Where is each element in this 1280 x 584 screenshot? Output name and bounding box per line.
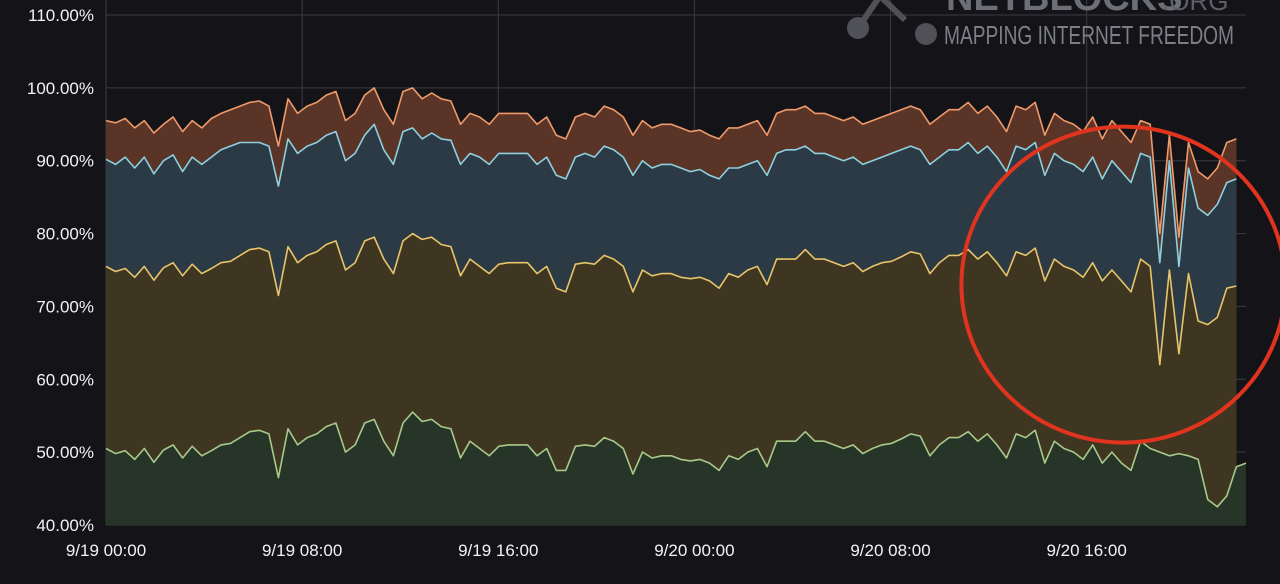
x-tick-label: 9/20 00:00 bbox=[654, 541, 734, 560]
x-tick-label: 9/19 16:00 bbox=[458, 541, 538, 560]
x-tick-label: 9/20 16:00 bbox=[1046, 541, 1126, 560]
y-tick-label: 80.00% bbox=[36, 225, 94, 244]
y-tick-label: 50.00% bbox=[36, 443, 94, 462]
watermark-suffix: .ORG bbox=[1162, 0, 1228, 16]
watermark-tagline: MAPPING INTERNET FREEDOM bbox=[944, 20, 1234, 50]
x-tick-label: 9/19 08:00 bbox=[262, 541, 342, 560]
y-tick-label: 110.00% bbox=[28, 6, 94, 25]
y-tick-label: 100.00% bbox=[27, 79, 94, 98]
y-tick-label: 70.00% bbox=[36, 297, 94, 316]
y-axis-ticks: 110.00% 100.00% 90.00% 80.00% 70.00% 60.00% 50… bbox=[27, 6, 94, 535]
series-2-line bbox=[105, 123, 1237, 268]
netblocks-logo-icon bbox=[847, 0, 937, 45]
annotation-circle bbox=[959, 124, 1280, 445]
watermark-name: NETBLOCKS bbox=[946, 0, 1182, 19]
y-tick-label: 40.00% bbox=[36, 516, 94, 535]
series-0-line bbox=[105, 411, 1247, 508]
watermark-logo: NETBLOCKS .ORG MAPPING INTERNET FREEDOM bbox=[847, 0, 1234, 50]
x-tick-label: 9/20 08:00 bbox=[850, 541, 930, 560]
x-tick-label: 9/19 00:00 bbox=[66, 541, 146, 560]
y-tick-label: 90.00% bbox=[36, 152, 94, 171]
x-axis-ticks: 9/19 00:00 9/19 08:00 9/19 16:00 9/20 00:00… bbox=[66, 541, 1127, 560]
series-1-line bbox=[105, 232, 1237, 366]
series-3-line bbox=[105, 87, 1237, 238]
series-fills bbox=[106, 87, 1246, 526]
y-tick-label: 60.00% bbox=[36, 370, 94, 389]
series-lines bbox=[105, 87, 1247, 508]
series-0-fill bbox=[106, 412, 1246, 525]
